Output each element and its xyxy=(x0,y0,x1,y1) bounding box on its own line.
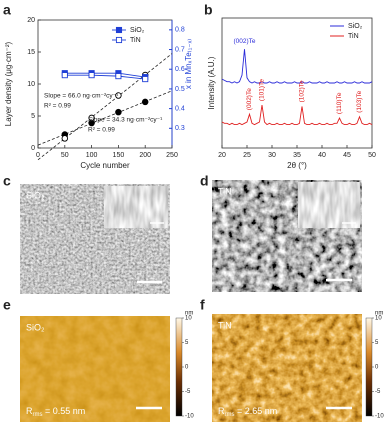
x-tick-label: 50 xyxy=(61,152,69,159)
colorbar-tick-label: -10 xyxy=(375,414,384,420)
y-tick-label: 5 xyxy=(31,113,35,120)
image-label: SiO₂ xyxy=(26,322,45,332)
data-point xyxy=(115,108,122,116)
panel-letter: a xyxy=(3,2,11,18)
x-tick-label: 0 xyxy=(36,152,40,159)
colorbar-tick-label: 10 xyxy=(375,316,382,322)
data-point xyxy=(142,76,149,83)
legend-marker xyxy=(115,26,123,34)
rms-subscript: rms xyxy=(225,412,235,418)
x-tick-label: 35 xyxy=(293,152,301,159)
y2-tick-label: 0.5 xyxy=(175,86,185,93)
y2-tick-label: 0.3 xyxy=(175,125,185,132)
panel-letter: b xyxy=(204,2,213,18)
panel-letter: d xyxy=(200,173,209,189)
panel-letter: e xyxy=(3,297,11,313)
image-label: SiO₂ xyxy=(26,190,45,200)
series-line xyxy=(221,49,373,84)
data-point xyxy=(88,114,95,122)
legend-label: SiO₂ xyxy=(348,23,363,30)
data-point xyxy=(141,98,149,106)
peak-label: (002)Te xyxy=(233,38,255,45)
peak-label: (103)Te xyxy=(356,90,363,112)
rms-label: Rrms = 0.55 nm xyxy=(26,406,85,417)
y2-axis-title: x in MnₓTe₍₁₋ₓ₎ xyxy=(184,39,193,89)
x-axis-title: 2θ (°) xyxy=(287,161,307,170)
x-tick-label: 20 xyxy=(218,152,226,159)
colorbar xyxy=(175,317,183,417)
y-tick-label: 10 xyxy=(27,81,35,88)
image-label: TiN xyxy=(218,320,232,330)
colorbar-tick-label: 0 xyxy=(375,365,379,371)
x-tick-label: 30 xyxy=(268,152,276,159)
colorbar-tick-label: 10 xyxy=(185,316,192,322)
y-tick-label: 0 xyxy=(31,145,35,152)
data-point xyxy=(88,72,95,79)
image-label: TiN xyxy=(218,186,232,196)
y-tick-label: 20 xyxy=(27,17,35,24)
annotation: Slope = 66.0 ng·cm⁻²cy⁻¹ xyxy=(44,93,119,100)
x-tick-label: 150 xyxy=(113,152,125,159)
rms-subscript: rms xyxy=(33,412,43,418)
panel-letter: c xyxy=(3,173,11,189)
inset-image xyxy=(297,181,361,229)
colorbar-tick-label: 5 xyxy=(375,340,379,346)
rms-value: = 0.55 nm xyxy=(43,406,86,416)
fit-line xyxy=(37,90,173,146)
y2-tick-label: 0.6 xyxy=(175,66,185,73)
peak-label: (002)Te xyxy=(246,88,253,110)
colorbar-tick-label: -5 xyxy=(185,389,191,395)
micrograph xyxy=(20,316,170,422)
panel-letter: f xyxy=(200,297,205,313)
annotation: R² = 0.99 xyxy=(44,103,71,110)
x-tick-label: 25 xyxy=(243,152,251,159)
y-axis-title: Layer density (μg·cm⁻²) xyxy=(4,41,13,126)
y-axis-title: Intensity (A.U.) xyxy=(207,56,216,109)
colorbar xyxy=(365,317,373,417)
peak-label: (101)Te xyxy=(259,79,266,101)
data-point xyxy=(115,73,122,80)
colorbar-tick-label: 0 xyxy=(185,365,189,371)
colorbar-tick-label: -10 xyxy=(185,414,194,420)
x-tick-label: 100 xyxy=(86,152,98,159)
rms-label: Rrms = 2.65 nm xyxy=(218,406,277,417)
legend-label: TiN xyxy=(348,33,359,40)
data-point xyxy=(61,72,68,79)
peak-label: (110)Te xyxy=(336,92,343,114)
micrograph xyxy=(212,314,362,422)
colorbar-tick-label: 5 xyxy=(185,340,189,346)
y-tick-label: 15 xyxy=(27,49,35,56)
series-line xyxy=(221,105,373,126)
legend-label: TiN xyxy=(130,37,141,44)
fit-line xyxy=(37,53,173,161)
annotation: R² = 0.99 xyxy=(88,127,115,134)
x-axis-title: Cycle number xyxy=(80,161,130,170)
y2-tick-label: 0.4 xyxy=(175,105,185,112)
legend-marker xyxy=(115,36,123,44)
rms-symbol: R xyxy=(26,406,33,416)
x-tick-label: 50 xyxy=(368,152,376,159)
rms-value: = 2.65 nm xyxy=(235,406,278,416)
x-tick-label: 200 xyxy=(139,152,151,159)
inset-image xyxy=(103,185,169,229)
annotation: Slope = 34.3 ng·cm⁻²cy⁻¹ xyxy=(88,117,163,124)
x-tick-label: 250 xyxy=(166,152,178,159)
x-tick-label: 40 xyxy=(318,152,326,159)
y2-tick-label: 0.7 xyxy=(175,46,185,53)
x-tick-label: 45 xyxy=(343,152,351,159)
legend-label: SiO₂ xyxy=(130,27,145,34)
data-point xyxy=(115,92,122,99)
peak-label: (102)Te xyxy=(299,80,306,102)
colorbar-unit: nm xyxy=(375,311,383,317)
y2-tick-label: 0.8 xyxy=(175,27,185,34)
colorbar-tick-label: -5 xyxy=(375,389,381,395)
colorbar-unit: nm xyxy=(185,311,193,317)
series-line xyxy=(64,72,146,78)
data-point xyxy=(61,135,69,142)
series-line xyxy=(64,74,146,80)
rms-symbol: R xyxy=(218,406,225,416)
